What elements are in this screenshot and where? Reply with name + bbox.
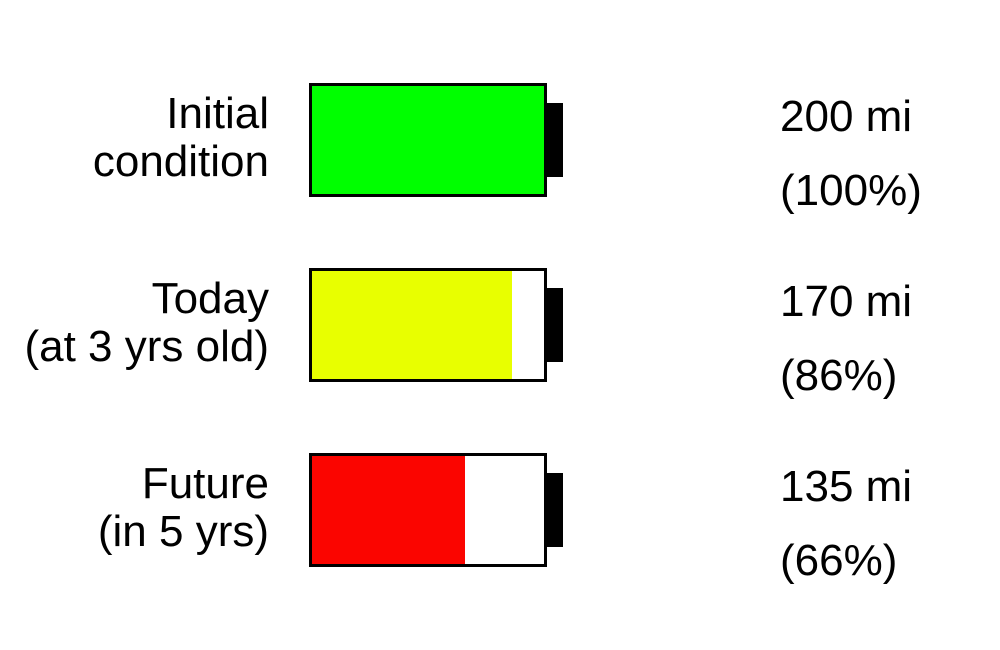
range-readout: 135 mi (66%) (780, 450, 912, 598)
range-value: 135 mi (780, 462, 913, 511)
battery-body (309, 268, 547, 382)
battery-icon (309, 268, 563, 382)
battery-terminal (547, 103, 563, 177)
range-percent: (86%) (780, 351, 898, 400)
range-value: 170 mi (780, 277, 913, 326)
range-readout: 170 mi (86%) (780, 265, 912, 413)
range-percent: (66%) (780, 536, 898, 585)
row-label-line1: Today (151, 274, 269, 323)
battery-icon (309, 83, 563, 197)
battery-terminal (547, 473, 563, 547)
range-readout: 200 mi (100%) (780, 80, 922, 228)
row-label: Future (in 5 yrs) (98, 460, 269, 556)
row-label-line2: (in 5 yrs) (97, 507, 269, 556)
battery-body (309, 83, 547, 197)
row-label-line1: Future (141, 459, 269, 508)
row-label-line2: condition (92, 137, 269, 186)
range-percent: (100%) (780, 166, 922, 215)
row-label: Initial condition (93, 90, 269, 186)
battery-row-future: Future (in 5 yrs) 135 mi (66%) (0, 450, 1000, 585)
battery-row-today: Today (at 3 yrs old) 170 mi (86%) (0, 265, 1000, 400)
battery-charge-fill (312, 456, 466, 564)
battery-body (309, 453, 547, 567)
battery-terminal (547, 288, 563, 362)
row-label-line2: (at 3 yrs old) (24, 322, 269, 371)
battery-row-initial: Initial condition 200 mi (100%) (0, 80, 1000, 215)
battery-charge-fill (312, 86, 544, 194)
range-value: 200 mi (780, 92, 913, 141)
battery-icon (309, 453, 563, 567)
battery-charge-fill (312, 271, 512, 379)
row-label: Today (at 3 yrs old) (24, 275, 269, 371)
row-label-line1: Initial (166, 89, 269, 138)
